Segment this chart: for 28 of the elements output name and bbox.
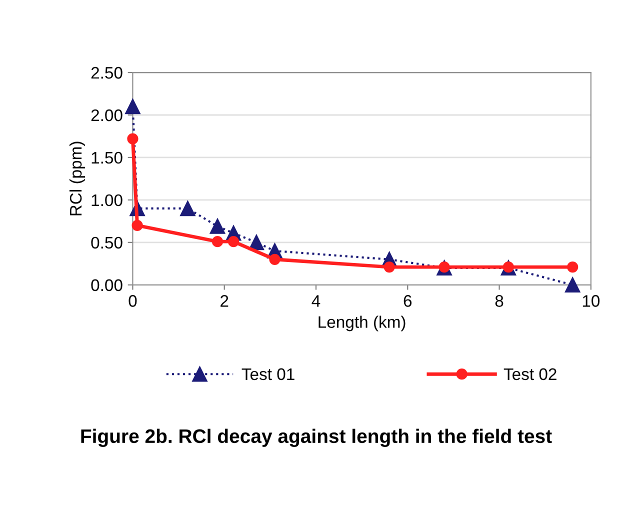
- point: [228, 236, 240, 248]
- point: [269, 254, 280, 265]
- y-axis-title: RCl (ppm): [69, 142, 86, 216]
- y-tick-label: 2.50: [91, 66, 122, 79]
- legend-label: Test 02: [504, 368, 556, 380]
- y-tick-label: 1.50: [92, 152, 122, 164]
- point: [125, 98, 140, 114]
- x-tick-label: 0: [128, 295, 137, 307]
- point: [210, 218, 226, 234]
- x-tick-label: 10: [582, 295, 600, 307]
- caption: Figure 2b. RCl decay against length in the field test: [81, 428, 552, 448]
- x-axis-title: Length (km): [318, 316, 406, 332]
- point: [384, 262, 395, 273]
- x-tick-label: 8: [495, 295, 504, 307]
- point: [180, 200, 196, 216]
- x-tick-label: 6: [404, 295, 412, 307]
- y-tick-label: 0.00: [91, 279, 122, 292]
- x-tick-label: 4: [312, 295, 320, 307]
- y-tick-label: 2.00: [91, 109, 122, 122]
- legend-label: Test 01: [242, 368, 294, 380]
- x-tick-label: 2: [220, 295, 228, 307]
- y-tick-label: 1.00: [92, 194, 122, 206]
- point: [132, 220, 143, 231]
- point: [567, 262, 578, 273]
- point: [127, 133, 138, 144]
- point: [564, 277, 580, 293]
- point: [212, 236, 224, 248]
- y-tick-label: 0.50: [91, 236, 122, 249]
